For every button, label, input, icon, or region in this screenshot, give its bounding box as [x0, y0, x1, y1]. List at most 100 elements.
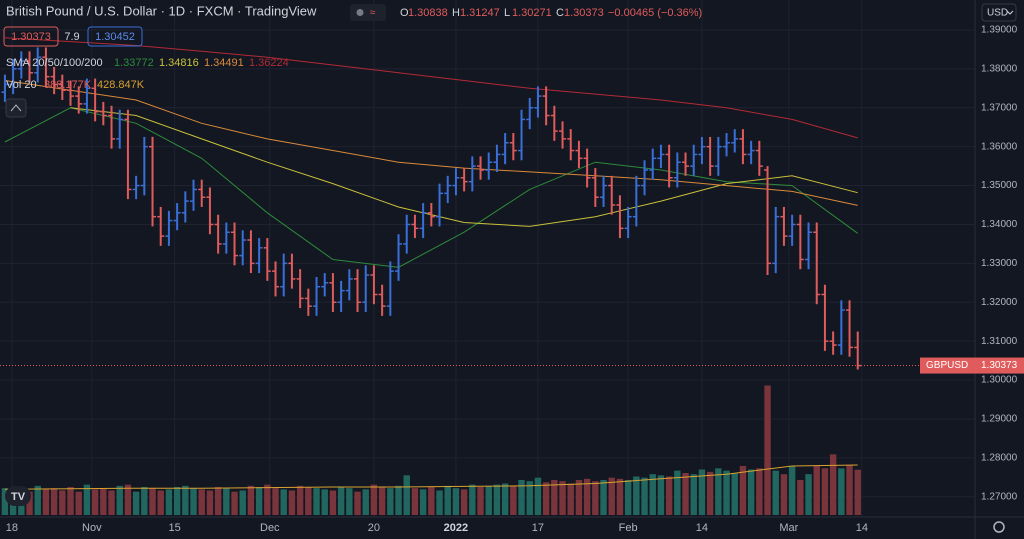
sma-value: 1.34491 [204, 57, 244, 69]
ohlc-value: 1.30838 [408, 7, 448, 19]
x-tick-label: Dec [260, 522, 280, 534]
x-tick-label: Mar [779, 522, 798, 534]
volume-bar [321, 489, 328, 515]
price-change: −0.00465 (−0.36%) [608, 7, 702, 19]
volume-bar [214, 487, 222, 515]
ohlc-letter: L [504, 7, 510, 19]
y-tick-label: 1.32000 [981, 297, 1018, 308]
grid [0, 0, 975, 517]
volume-bar [674, 470, 681, 515]
volume-bar [346, 488, 353, 515]
ohlc-letter: O [400, 7, 409, 19]
volume-bar [370, 484, 378, 515]
sma-line [70, 107, 858, 227]
volume-bar [649, 474, 656, 515]
x-tick-label: 14 [696, 522, 708, 534]
ohlc-value: 1.30373 [564, 7, 604, 19]
volume-bar [247, 485, 255, 515]
volume-bar [387, 488, 394, 515]
x-tick-label: Nov [82, 522, 102, 534]
x-tick-label: 14 [856, 522, 868, 534]
volume-bar [313, 488, 320, 515]
ask-box[interactable] [87, 26, 143, 47]
y-tick-label: 1.37000 [981, 102, 1018, 113]
sma-value: 1.33772 [114, 57, 154, 69]
volume-bar [469, 484, 476, 515]
volume-bar [173, 487, 181, 515]
y-tick-label: 1.38000 [981, 63, 1018, 74]
volume-bar [460, 489, 468, 515]
volume-bar [42, 489, 50, 515]
currency-dropdown[interactable] [981, 3, 1017, 22]
volume-bar [633, 476, 640, 515]
volume-bar [510, 485, 517, 515]
y-tick-label: 1.30000 [981, 375, 1018, 386]
volume-bar [624, 480, 632, 515]
y-tick-label: 1.39000 [981, 25, 1018, 36]
volume-ma-value: 428.847K [97, 79, 145, 91]
volume-bar [854, 469, 861, 515]
volume-bar [198, 489, 205, 515]
volume-bar [59, 490, 66, 515]
sma-line [4, 80, 858, 206]
collapse-button[interactable] [5, 98, 27, 118]
volume-bar [100, 488, 107, 515]
volume-bar [116, 485, 123, 515]
volume-bar [829, 454, 837, 515]
volume-bar [715, 468, 722, 515]
y-tick-label: 1.28000 [981, 453, 1018, 464]
volume-bar [723, 470, 730, 515]
dropdown-arrow [1006, 10, 1014, 15]
x-tick-label: Feb [619, 522, 638, 534]
volume-bar [223, 488, 230, 515]
axes: 1.27000 1.28000 1.29000 1.30000 1.31000 1.320… [6, 25, 1024, 534]
volume-bar [206, 490, 214, 515]
volume-bar [772, 470, 779, 515]
tradingview-logo: TV [5, 486, 31, 506]
volume-bar [534, 477, 542, 515]
volume-bar [165, 489, 173, 515]
volume-bar [756, 468, 763, 515]
volume-bar [739, 466, 747, 515]
y-tick-label: 1.35000 [981, 180, 1018, 191]
volume-bar [264, 484, 271, 515]
y-tick-label: 1.27000 [981, 491, 1018, 502]
sma-legend: SMA 20/50/100/200 [6, 57, 103, 69]
alert-button[interactable] [350, 4, 386, 21]
x-tick-label: 18 [6, 522, 18, 534]
y-tick-label: 1.33000 [981, 258, 1018, 269]
sma-value: 1.36224 [249, 57, 289, 69]
volume-bar [132, 491, 140, 515]
x-tick-label: 17 [532, 522, 544, 534]
volume-bar [797, 480, 804, 515]
volume-bar [50, 488, 58, 515]
spread: 7.9 [64, 31, 79, 43]
volume-bar [124, 484, 132, 515]
volume-bar [362, 489, 369, 515]
volume-bar [813, 466, 820, 515]
volume-bar [592, 481, 599, 515]
ohlc-legend: O 1.30838 H 1.31247 L 1.30271 C 1.30373 −0.00465… [400, 7, 702, 19]
volume-bar [403, 475, 410, 515]
y-tick-label: 1.29000 [981, 414, 1018, 425]
volume-bar [493, 484, 501, 515]
volume-bar [272, 488, 279, 515]
volume-bar [91, 489, 99, 515]
volume-bar [764, 385, 771, 515]
volume-bar [780, 474, 788, 515]
ohlc-letter: H [452, 7, 460, 19]
x-tick-label: 2022 [444, 522, 468, 534]
volume-bar [239, 490, 246, 515]
last-price-symbol: GBPUSD [926, 360, 968, 371]
volume-bar [690, 474, 697, 515]
y-tick-label: 1.31000 [981, 336, 1018, 347]
bid-box[interactable] [3, 26, 59, 47]
sma-line [4, 37, 858, 139]
settings-button[interactable] [993, 521, 1005, 533]
volume-bar [296, 485, 304, 515]
last-price-value: 1.30373 [981, 360, 1018, 371]
volume-bar [75, 491, 82, 515]
volume-bar [747, 469, 755, 515]
